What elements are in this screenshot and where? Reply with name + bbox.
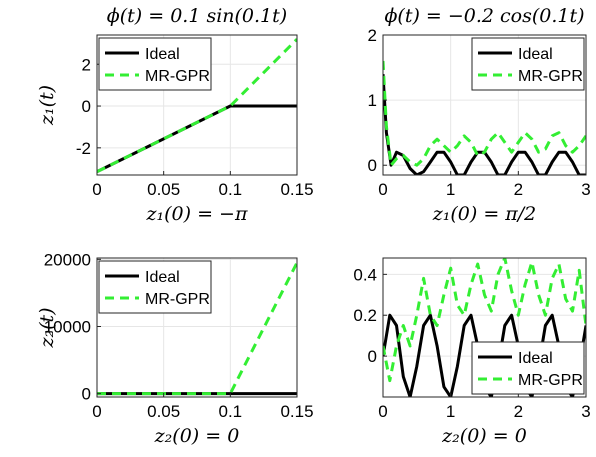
x-tick-label: 0.15 (280, 180, 313, 199)
legend-box (98, 260, 212, 314)
y-tick-label: -2 (76, 139, 91, 158)
axes-frame (382, 257, 587, 398)
x-axis-label: z₁(0) = −π (146, 203, 248, 225)
x-tick-label: 0.05 (147, 402, 180, 421)
legend-label: MR-GPR (518, 372, 583, 389)
x-axis-label: z₂(0) = 0 (154, 425, 240, 447)
x-tick-label: 0 (92, 180, 101, 199)
chart-panel-1: 0 0.05 0.1 0.15 -2 0 2 ϕ(t) = 0.1 sin(0.1t) z₁(0… (36, 5, 314, 225)
x-axis-label: z₂(0) = 0 (441, 425, 527, 447)
legend: Ideal MR-GPR (98, 37, 212, 91)
axes-frame (382, 34, 587, 176)
x-tick-label: 2 (514, 180, 523, 199)
legend-label: Ideal (518, 350, 553, 367)
legend-box (471, 341, 585, 395)
legend: Ideal MR-GPR (471, 341, 585, 395)
y-tick-label: 10000 (44, 317, 91, 336)
y-tick-label: 0 (82, 97, 91, 116)
y-tick-label: 0.4 (353, 265, 377, 284)
legend: Ideal MR-GPR (471, 37, 585, 91)
legend-box (98, 37, 212, 91)
axes-frame (96, 257, 298, 398)
y-axis-label: z₂(t) (36, 307, 58, 348)
series-line-ideal (383, 74, 586, 175)
x-tick-label: 0.1 (219, 402, 243, 421)
chart-title: ϕ(t) = 0.1 sin(0.1t) (107, 5, 287, 27)
legend-label: Ideal (145, 46, 180, 63)
x-tick-label: 2 (514, 402, 523, 421)
x-tick-label: 1 (446, 402, 455, 421)
y-axis-label: z₁(t) (36, 85, 58, 126)
y-tick-label: 0.2 (353, 306, 377, 325)
legend-label: MR-GPR (518, 68, 583, 85)
y-tick-label: 0 (82, 385, 91, 404)
x-tick-label: 0.15 (280, 402, 313, 421)
x-tick-label: 0.1 (219, 180, 243, 199)
y-tick-label: 2 (82, 55, 91, 74)
x-tick-label: 0 (92, 402, 101, 421)
series-line-mr-gpr (97, 262, 297, 396)
legend-label: MR-GPR (145, 68, 210, 85)
x-tick-label: 0.05 (147, 180, 180, 199)
series-line-mr-gpr (97, 38, 297, 174)
y-tick-label: 2 (368, 26, 377, 45)
y-tick-label: 0 (368, 156, 377, 175)
chart-title: ϕ(t) = −0.2 cos(0.1t) (384, 5, 584, 27)
axes-frame (96, 34, 298, 176)
legend-label: Ideal (145, 269, 180, 286)
x-tick-label: 1 (446, 180, 455, 199)
legend: Ideal MR-GPR (98, 260, 212, 314)
series-line-mr-gpr (383, 258, 586, 383)
x-tick-label: 0 (378, 180, 387, 199)
y-tick-label: 1 (368, 91, 377, 110)
x-tick-label: 0 (378, 402, 387, 421)
chart-panel-4: 0 1 2 3 0 0.2 0.4 z₂(0) = 0 Ideal MR-GPR (353, 257, 591, 447)
chart-panel-3: 0 0.05 0.1 0.15 0 10000 20000 z₂(0) = 0 z₂(t) Ide… (36, 250, 314, 447)
x-tick-label: 3 (581, 402, 590, 421)
x-tick-label: 3 (581, 180, 590, 199)
chart-panel-2: 0 1 2 3 0 1 2 ϕ(t) = −0.2 cos(0.1t) z₁(0) = π/2 I… (368, 5, 591, 225)
legend-box (471, 37, 585, 91)
legend-label: Ideal (518, 46, 553, 63)
y-tick-label: 0 (368, 347, 377, 366)
legend-label: MR-GPR (145, 291, 210, 308)
y-tick-label: 20000 (44, 250, 91, 269)
x-axis-label: z₁(0) = π/2 (432, 203, 537, 225)
